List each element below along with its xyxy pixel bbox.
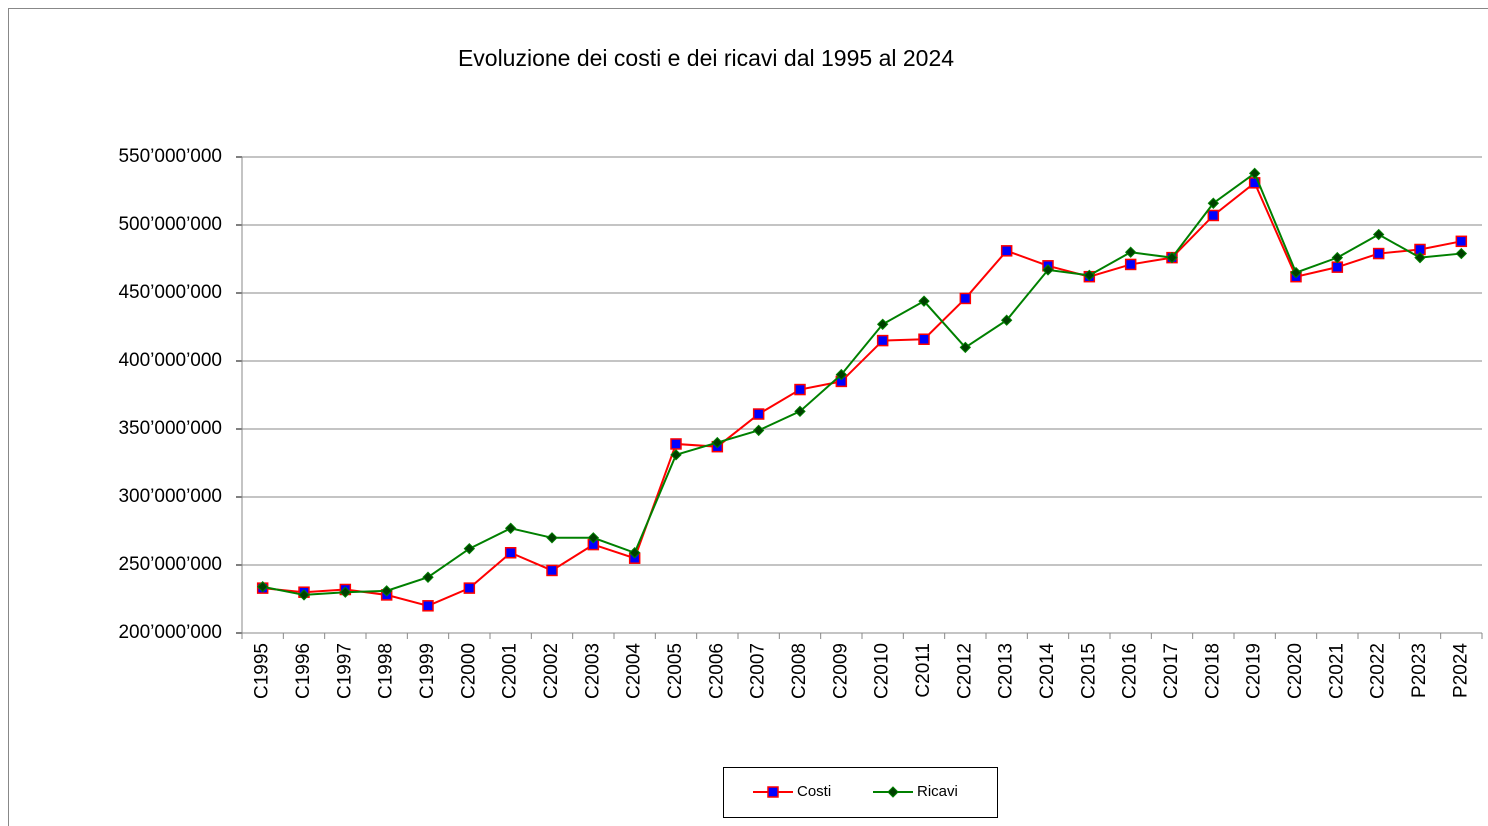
marker <box>1207 209 1220 222</box>
series-line <box>262 171 1462 596</box>
y-tick-label: 550’000’000 <box>118 146 222 167</box>
x-tick-label: C2019 <box>1244 643 1265 699</box>
x-tick-label: P2024 <box>1450 643 1471 698</box>
x-tick-label: C2003 <box>582 643 603 699</box>
marker <box>628 547 641 559</box>
y-tick-label: 200’000’000 <box>118 622 222 643</box>
marker <box>1083 269 1096 282</box>
x-tick-label: C2000 <box>458 643 479 699</box>
y-tick-label: 400’000’000 <box>118 350 222 371</box>
marker <box>587 532 600 544</box>
marker <box>422 600 434 612</box>
x-tick-label: C2008 <box>789 643 810 699</box>
marker <box>1248 167 1261 180</box>
marker <box>670 438 682 450</box>
x-tick-label: C1999 <box>417 643 438 699</box>
x-tick-label: C2021 <box>1326 643 1347 699</box>
marker <box>1414 251 1426 264</box>
y-tick-label: 500’000’000 <box>118 214 222 235</box>
y-tick-label: 300’000’000 <box>118 486 222 507</box>
x-tick-label: C2001 <box>500 643 521 699</box>
x-tick-label: C1996 <box>293 643 314 699</box>
marker <box>1124 246 1137 258</box>
x-tick-label: C2017 <box>1161 643 1182 699</box>
x-tick-label: C1997 <box>334 643 355 699</box>
legend-label: Ricavi <box>917 783 958 800</box>
marker <box>1000 314 1013 326</box>
marker <box>546 564 558 577</box>
marker <box>1042 264 1054 276</box>
x-tick-label: C1995 <box>252 643 273 699</box>
x-tick-label: C2011 <box>913 643 934 698</box>
x-tick-label: C2018 <box>1202 643 1223 699</box>
x-tick-label: C2007 <box>748 643 769 699</box>
marker <box>1000 245 1013 257</box>
y-tick-label: 250’000’000 <box>118 554 222 575</box>
marker <box>1455 235 1468 248</box>
chart-frame <box>8 8 1488 826</box>
marker <box>794 383 806 396</box>
marker <box>1372 228 1385 241</box>
marker <box>1455 247 1468 260</box>
x-tick-label: C2014 <box>1037 643 1058 699</box>
marker <box>752 424 765 437</box>
x-tick-label: C2010 <box>872 643 893 699</box>
marker <box>794 405 806 418</box>
marker <box>1207 197 1220 209</box>
legend-label: Costi <box>797 783 831 800</box>
marker <box>959 292 972 305</box>
marker <box>752 408 765 420</box>
marker <box>1290 266 1302 279</box>
marker <box>711 436 724 449</box>
marker <box>422 571 434 583</box>
y-tick-label: 350’000’000 <box>118 418 222 439</box>
marker <box>1372 247 1385 260</box>
series-line <box>262 181 1462 607</box>
marker <box>546 532 558 544</box>
marker <box>463 542 476 555</box>
x-tick-label: C2016 <box>1120 643 1141 699</box>
x-tick-label: C2004 <box>624 643 645 699</box>
x-tick-label: C2002 <box>541 643 562 699</box>
marker <box>339 586 352 598</box>
marker <box>835 368 848 381</box>
marker <box>504 522 517 534</box>
x-tick-label: C2022 <box>1368 643 1389 699</box>
chart-title: Evoluzione dei costi e dei ricavi dal 19… <box>458 45 954 71</box>
marker <box>876 318 889 330</box>
marker <box>298 589 310 601</box>
x-tick-label: C2009 <box>830 643 851 699</box>
marker <box>1124 258 1137 271</box>
marker <box>1331 261 1344 273</box>
x-tick-label: C2005 <box>665 643 686 699</box>
y-tick-label: 450’000’000 <box>118 282 222 303</box>
marker <box>918 295 930 307</box>
marker <box>670 449 682 461</box>
x-tick-label: P2023 <box>1409 643 1430 698</box>
marker <box>959 341 972 354</box>
marker <box>876 334 889 347</box>
marker <box>256 581 269 593</box>
x-tick-label: C2015 <box>1078 643 1099 699</box>
x-tick-label: C2013 <box>996 643 1017 699</box>
marker <box>767 786 779 798</box>
marker <box>887 786 899 798</box>
x-tick-label: C2020 <box>1285 643 1306 699</box>
marker <box>1331 251 1344 264</box>
marker <box>463 582 476 594</box>
x-tick-label: C2006 <box>706 643 727 699</box>
marker <box>918 333 930 345</box>
x-tick-label: C1998 <box>376 643 397 699</box>
x-tick-label: C2012 <box>954 643 975 699</box>
marker <box>1166 251 1178 264</box>
marker <box>380 585 393 597</box>
marker <box>504 547 517 559</box>
